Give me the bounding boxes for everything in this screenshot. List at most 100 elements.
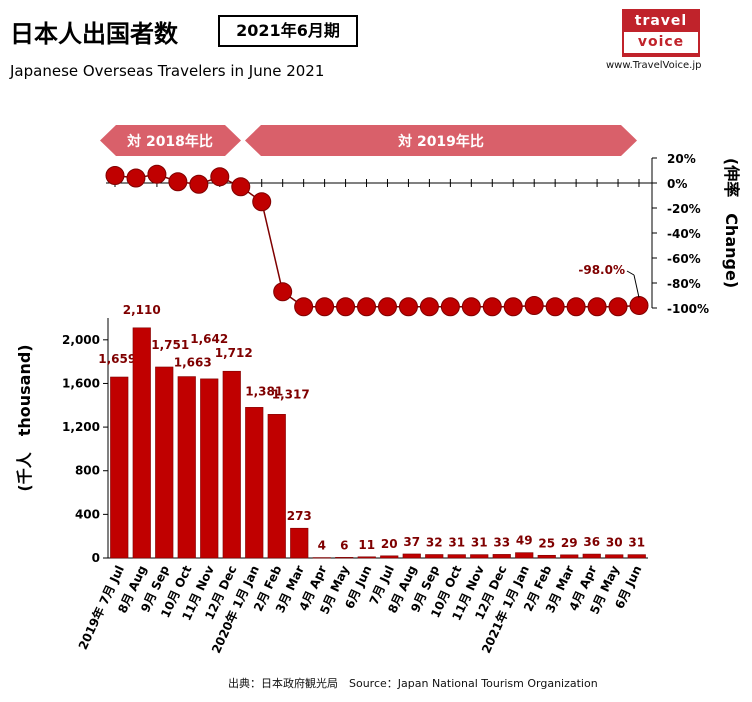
change-point	[126, 168, 146, 188]
change-point	[357, 297, 377, 317]
change-point	[608, 297, 628, 317]
travelers-bar	[290, 527, 309, 559]
bar-data-label: 1,663	[174, 356, 212, 370]
travelers-bar	[200, 378, 219, 559]
logo-line-2: voice	[624, 32, 698, 53]
change-point	[210, 167, 230, 187]
change-point	[461, 297, 481, 317]
travelers-bar	[335, 557, 354, 559]
bar-data-label: 31	[448, 536, 465, 550]
bar-data-label: 1,659	[98, 352, 136, 366]
bar-data-label: 1,381	[245, 384, 283, 398]
banner-2019-shape	[245, 125, 637, 156]
change-point	[377, 297, 397, 317]
change-point	[105, 166, 125, 185]
change-point	[168, 172, 188, 192]
change-point	[189, 174, 209, 194]
change-point	[419, 297, 439, 317]
travelers-bar-chart: 0 400 800 1,200 1,600 2,000 (千人 thousand) 1,659…	[15, 303, 648, 656]
travelers-bar	[155, 366, 174, 559]
bar-data-label: 273	[287, 509, 312, 523]
travelers-bar	[132, 327, 151, 559]
travelers-bar	[492, 554, 511, 559]
bar-data-label: 1,317	[272, 387, 310, 401]
change-point	[524, 296, 544, 315]
bar-y-tick-label: 1,200	[62, 420, 100, 434]
change-point	[398, 297, 418, 317]
change-line-chart: 20% 0% -20% -40% -60% -80% -100% (伸率 Change) -98…	[105, 152, 741, 317]
bar-data-label: 36	[583, 535, 600, 549]
travelers-bar	[425, 554, 444, 559]
site-url[interactable]: www.TravelVoice.jp	[606, 60, 702, 71]
banner-2018-shape	[100, 125, 241, 156]
travelers-bar	[380, 555, 399, 559]
travelvoice-logo[interactable]: travel voice	[622, 9, 700, 57]
travelers-bar	[582, 553, 601, 559]
bar-data-label: 1,642	[190, 332, 228, 346]
travelers-bar	[402, 553, 421, 559]
change-point	[273, 282, 293, 302]
line-y-tick-label: -100%	[667, 302, 709, 316]
bar-y-tick-label: 400	[75, 507, 100, 521]
bar-data-label: 6	[340, 538, 348, 552]
travelers-bar	[245, 407, 264, 559]
travelers-bar	[470, 554, 489, 559]
change-point	[587, 297, 607, 317]
bar-data-label: 32	[426, 536, 443, 550]
bar-data-label: 1,712	[215, 346, 253, 360]
annotation-leader	[633, 274, 640, 298]
change-point	[252, 192, 272, 212]
travelers-bar	[357, 556, 376, 559]
annotation-leader	[626, 270, 635, 276]
bar-y-axis-label: (千人 thousand)	[15, 344, 34, 491]
bar-data-label: 31	[628, 536, 645, 550]
travelers-bar	[447, 554, 466, 559]
line-y-axis-label: (伸率 Change)	[722, 158, 741, 288]
bar-y-tick-label: 1,600	[62, 376, 100, 390]
travelers-bar	[110, 376, 129, 559]
change-point	[147, 164, 167, 184]
bar-data-label: 49	[516, 534, 533, 548]
change-point	[315, 297, 335, 317]
page-title: 日本人出国者数	[10, 20, 178, 48]
travelers-bar	[222, 370, 241, 559]
change-point	[545, 297, 565, 317]
bar-y-tick-label: 2,000	[62, 333, 100, 347]
line-y-tick-label: -40%	[667, 227, 701, 241]
change-point	[440, 297, 460, 317]
bar-y-tick-label: 800	[75, 464, 100, 478]
change-point	[503, 297, 523, 317]
change-point	[231, 177, 251, 197]
travelers-bar	[312, 557, 331, 559]
banner-2019-label: 対 2019年比	[397, 133, 484, 150]
travelers-bar	[537, 554, 556, 559]
change-point	[629, 296, 649, 315]
travelers-bar	[627, 554, 646, 559]
banner-2018-label: 対 2018年比	[126, 133, 213, 150]
change-point	[566, 297, 586, 317]
line-y-tick-label: -20%	[667, 202, 701, 216]
travelers-bar	[267, 414, 286, 559]
bar-data-label: 33	[493, 535, 510, 549]
logo-line-1: travel	[634, 13, 688, 29]
travelers-bar	[560, 554, 579, 559]
source-note: 出典：日本政府観光局 Source：Japan National Tourism…	[228, 677, 598, 690]
bar-data-label: 11	[358, 538, 375, 552]
line-y-tick-label: 0%	[667, 177, 687, 191]
bar-data-label: 4	[318, 539, 326, 553]
travelers-bar	[177, 376, 196, 559]
change-annotation-label: -98.0%	[578, 263, 625, 277]
line-y-tick-label: -60%	[667, 252, 701, 266]
line-y-tick-label: 20%	[667, 152, 696, 166]
bar-data-label: 30	[606, 536, 623, 550]
change-series-line	[114, 173, 640, 308]
bar-data-label: 2,110	[123, 303, 161, 317]
page-subtitle: Japanese Overseas Travelers in June 2021	[10, 62, 325, 80]
bar-data-label: 1,751	[151, 338, 189, 352]
change-point	[336, 297, 356, 317]
period-badge: 2021年6月期	[218, 15, 358, 47]
bar-data-label: 37	[403, 535, 420, 549]
bar-data-label: 29	[561, 536, 578, 550]
change-point	[482, 297, 502, 317]
change-point	[294, 297, 314, 317]
